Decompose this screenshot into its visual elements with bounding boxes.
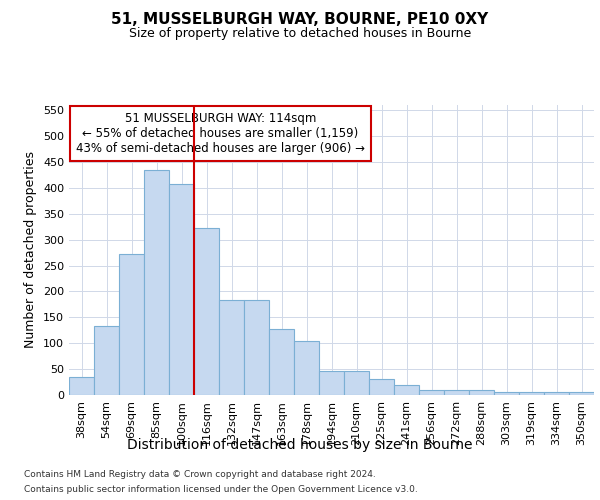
Y-axis label: Number of detached properties: Number of detached properties: [25, 152, 37, 348]
Bar: [69, 377, 94, 395]
Bar: [544, 392, 569, 395]
Text: 51, MUSSELBURGH WAY, BOURNE, PE10 0XY: 51, MUSSELBURGH WAY, BOURNE, PE10 0XY: [112, 12, 488, 28]
Bar: [169, 184, 194, 395]
Text: Contains public sector information licensed under the Open Government Licence v3: Contains public sector information licen…: [24, 485, 418, 494]
Bar: [494, 392, 519, 395]
Bar: [219, 300, 244, 395]
Bar: [144, 170, 169, 395]
Bar: [94, 326, 119, 395]
Bar: [269, 329, 294, 395]
Bar: [444, 390, 469, 395]
Bar: [244, 300, 269, 395]
Bar: [394, 384, 419, 395]
Bar: [469, 390, 494, 395]
Text: Contains HM Land Registry data © Crown copyright and database right 2024.: Contains HM Land Registry data © Crown c…: [24, 470, 376, 479]
Text: Size of property relative to detached houses in Bourne: Size of property relative to detached ho…: [129, 28, 471, 40]
Bar: [369, 380, 394, 395]
Bar: [119, 254, 144, 395]
Bar: [419, 390, 444, 395]
Bar: [194, 228, 219, 395]
Text: Distribution of detached houses by size in Bourne: Distribution of detached houses by size …: [127, 438, 473, 452]
Text: 51 MUSSELBURGH WAY: 114sqm
← 55% of detached houses are smaller (1,159)
43% of s: 51 MUSSELBURGH WAY: 114sqm ← 55% of deta…: [76, 112, 365, 155]
Bar: [294, 341, 319, 395]
Bar: [319, 371, 344, 395]
Bar: [569, 392, 594, 395]
Bar: [344, 371, 369, 395]
Bar: [519, 392, 544, 395]
